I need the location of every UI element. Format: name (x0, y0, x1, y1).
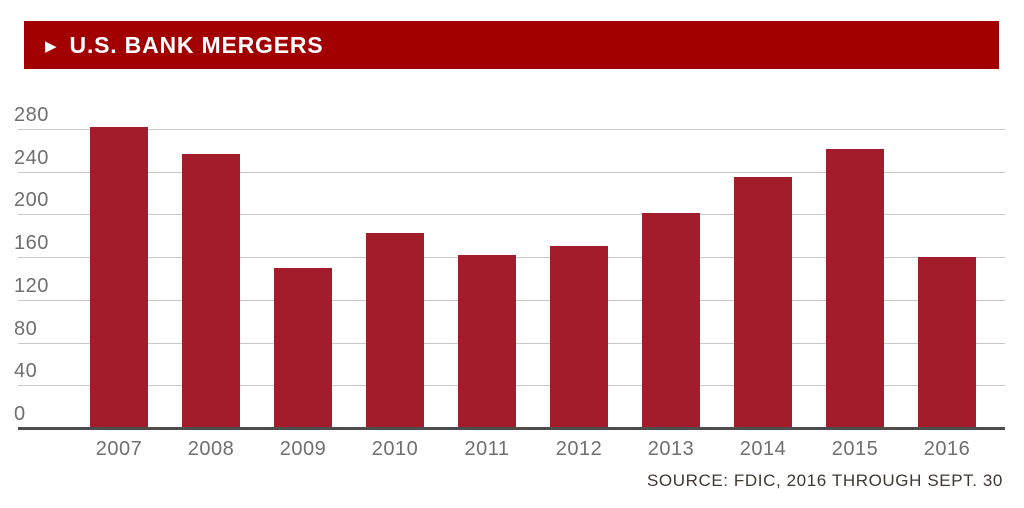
bar (366, 232, 424, 429)
y-axis-tick-label: 160 (14, 232, 49, 255)
bar (274, 267, 332, 429)
y-axis-tick-label: 120 (14, 274, 49, 297)
y-axis-tick-label: 240 (14, 146, 49, 169)
x-axis-tick-label: 2008 (187, 438, 235, 460)
bar (182, 153, 240, 429)
x-axis-tick-label: 2007 (95, 438, 143, 460)
x-axis-tick-label: 2011 (464, 438, 510, 460)
y-axis-tick-label: 80 (14, 317, 38, 340)
bar (90, 126, 148, 429)
x-axis-tick-label: 2014 (739, 438, 787, 460)
play-arrow-icon: ▶ (45, 37, 57, 55)
x-axis-tick-label: 2016 (923, 438, 971, 460)
bar (826, 149, 884, 429)
x-axis-line (18, 427, 1005, 430)
bar (642, 213, 700, 429)
x-axis-tick-label: 2012 (555, 438, 603, 460)
gridline (18, 171, 1005, 173)
x-axis-tick-label: 2013 (647, 438, 695, 460)
bar (550, 246, 608, 429)
y-axis-tick-label: 200 (14, 189, 49, 212)
bar (734, 177, 792, 429)
y-axis-tick-label: 40 (14, 360, 38, 383)
bar (918, 257, 976, 429)
x-axis-tick-label: 2009 (279, 438, 327, 460)
y-axis-tick-label: 0 (14, 403, 26, 425)
x-axis-tick-label: 2010 (371, 438, 419, 460)
gridline (18, 129, 1005, 130)
x-axis-tick-label: 2015 (831, 438, 879, 460)
gridline (18, 214, 1005, 216)
chart-header: ▶ U.S. BANK MERGERS (24, 21, 999, 69)
y-axis-tick-label: 280 (14, 104, 49, 126)
source-note: SOURCE: FDIC, 2016 THROUGH SEPT. 30 (646, 471, 1003, 490)
bar (458, 255, 516, 429)
chart-title: U.S. BANK MERGERS (69, 31, 324, 58)
